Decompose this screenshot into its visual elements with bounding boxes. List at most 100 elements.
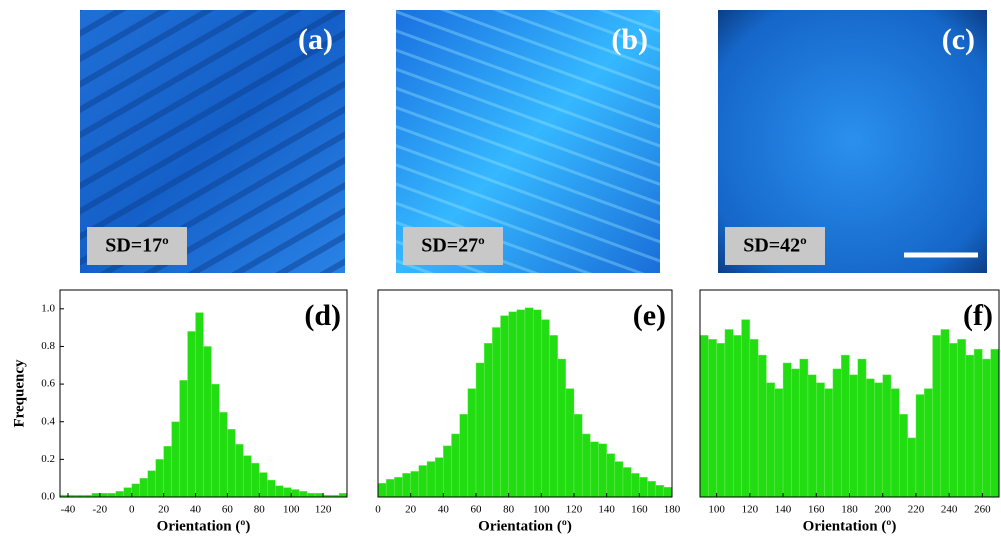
bar bbox=[483, 343, 493, 498]
bar bbox=[924, 388, 933, 498]
bar bbox=[915, 394, 925, 498]
bar bbox=[824, 388, 834, 498]
bar bbox=[990, 348, 1000, 498]
x-tick-label: 180 bbox=[841, 504, 858, 516]
bar bbox=[99, 493, 109, 498]
bar bbox=[749, 339, 759, 498]
bar bbox=[791, 368, 800, 498]
bar bbox=[163, 445, 172, 498]
bar bbox=[614, 461, 624, 498]
panel-label: (f) bbox=[963, 299, 993, 332]
bar bbox=[314, 493, 324, 498]
bar bbox=[882, 374, 892, 498]
bar bbox=[541, 319, 550, 498]
x-axis-label: Orientation (º) bbox=[803, 518, 897, 534]
bar bbox=[907, 437, 917, 498]
bar bbox=[699, 335, 709, 498]
panel-label: (c) bbox=[942, 23, 975, 56]
bar bbox=[259, 472, 268, 498]
x-tick-label: 60 bbox=[222, 504, 234, 516]
bar bbox=[899, 414, 908, 498]
x-tick-label: 260 bbox=[974, 504, 991, 516]
bar bbox=[267, 479, 276, 498]
caption: SD=17º bbox=[105, 235, 169, 257]
bar bbox=[467, 388, 477, 498]
caption-box bbox=[725, 227, 825, 265]
bar bbox=[187, 331, 196, 498]
x-tick-label: 180 bbox=[664, 504, 681, 516]
bar bbox=[243, 455, 252, 498]
x-tick-label: 0 bbox=[375, 504, 381, 516]
bar bbox=[115, 491, 124, 498]
bar bbox=[211, 383, 220, 498]
bar bbox=[782, 362, 792, 498]
bar bbox=[508, 311, 518, 498]
bar bbox=[131, 483, 140, 498]
bar bbox=[418, 465, 428, 498]
y-tick-label: 1.0 bbox=[41, 302, 55, 314]
panel-label: (d) bbox=[304, 299, 341, 332]
plot-frame bbox=[59, 289, 348, 498]
caption-box bbox=[403, 227, 503, 265]
x-tick-label: 20 bbox=[158, 504, 170, 516]
bar bbox=[716, 343, 726, 498]
bar bbox=[890, 388, 900, 498]
x-tick-label: 40 bbox=[438, 504, 450, 516]
bar bbox=[500, 315, 509, 498]
x-tick-label: 160 bbox=[808, 504, 825, 516]
bar bbox=[251, 462, 260, 498]
bar bbox=[147, 470, 156, 498]
bar bbox=[290, 489, 300, 498]
bar bbox=[799, 358, 809, 498]
bar bbox=[865, 378, 875, 498]
bar bbox=[766, 382, 775, 498]
bar bbox=[179, 380, 188, 498]
bar bbox=[203, 346, 212, 498]
bar bbox=[459, 414, 469, 498]
bar bbox=[733, 335, 742, 498]
x-tick-label: -40 bbox=[61, 504, 76, 516]
bar bbox=[402, 473, 411, 498]
y-tick-label: 0.6 bbox=[41, 378, 55, 390]
bar bbox=[973, 348, 983, 498]
panel-label: (a) bbox=[298, 23, 333, 56]
x-tick-label: 100 bbox=[708, 504, 725, 516]
x-tick-label: 40 bbox=[190, 504, 202, 516]
bar bbox=[849, 374, 859, 498]
x-tick-label: 120 bbox=[742, 504, 759, 516]
bar bbox=[516, 309, 526, 498]
bar bbox=[434, 457, 444, 498]
bar bbox=[195, 312, 204, 498]
bar bbox=[816, 382, 825, 498]
bar bbox=[598, 443, 607, 498]
y-tick-label: 0.4 bbox=[41, 415, 55, 427]
bar bbox=[932, 335, 942, 498]
x-axis-label: Orientation (º) bbox=[157, 518, 251, 534]
bar bbox=[874, 382, 883, 498]
bar bbox=[171, 421, 180, 498]
y-tick-label: 0.0 bbox=[41, 491, 55, 503]
bar bbox=[91, 493, 101, 498]
x-tick-label: 140 bbox=[775, 504, 792, 516]
bar bbox=[227, 429, 236, 498]
bar bbox=[857, 358, 867, 498]
x-tick-label: 60 bbox=[471, 504, 483, 516]
bar bbox=[394, 477, 403, 498]
bar bbox=[573, 414, 583, 498]
x-tick-label: 160 bbox=[631, 504, 648, 516]
caption-box bbox=[87, 227, 187, 265]
bar bbox=[283, 487, 292, 498]
bar bbox=[807, 374, 817, 498]
bar bbox=[107, 493, 117, 498]
bar bbox=[832, 368, 842, 498]
x-tick-label: 240 bbox=[941, 504, 958, 516]
y-axis-label: Frequency bbox=[11, 359, 27, 428]
bar bbox=[982, 358, 991, 498]
bar bbox=[581, 433, 591, 498]
x-tick-label: 20 bbox=[405, 504, 417, 516]
bar bbox=[590, 441, 599, 498]
bar bbox=[155, 459, 164, 498]
x-tick-label: 120 bbox=[315, 504, 332, 516]
